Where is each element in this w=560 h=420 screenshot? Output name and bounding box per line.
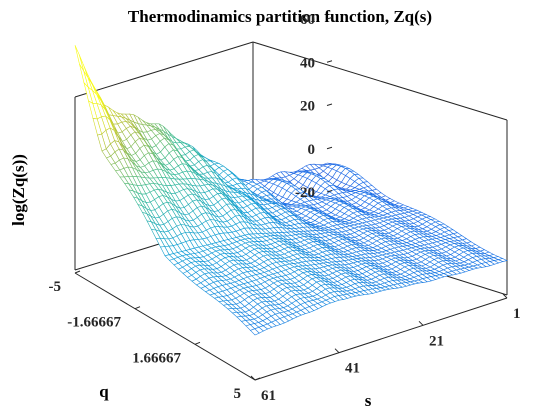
z-axis-label: log(Zq(s)) [9,154,28,226]
q-tick-label: -1.66667 [67,315,121,331]
q-tick [74,270,81,274]
s-tick-label: 21 [429,333,444,349]
q-tick-label: 1.66667 [132,350,181,366]
s-tick-label: 1 [513,306,521,322]
s-tick [502,293,508,299]
z-tick-label: 60 [300,12,315,28]
y-axis-label: q [99,382,109,401]
q-tick [134,306,141,310]
z-tick [326,103,333,106]
q-tick [254,377,261,381]
q-axis-line [74,272,256,381]
s-tick [334,348,340,354]
x-axis-label: s [365,391,372,410]
z-tick-label: 20 [300,99,315,115]
z-tick [326,190,333,193]
z-tick-label: 40 [300,55,315,71]
s-tick-label: 61 [261,388,276,404]
z-tick [326,17,333,20]
chart-title: Thermodinamics partition function, Zq(s) [128,7,432,26]
q-tick-label: -5 [49,279,62,295]
q-tick [194,341,201,345]
s-tick [250,375,256,381]
axis-ticks: -20 0 20 40 60 -5 -1.66667 1.66667 5 1 21 41 61 [49,12,521,404]
z-tick-label: 0 [308,142,316,158]
s-axis-line [254,297,508,381]
q-tick-label: 5 [234,386,242,402]
mesh-cell [74,45,84,72]
z-tick-label: -20 [295,185,315,201]
surface-mesh [74,45,508,336]
z-tick [326,60,333,63]
z-tick [326,146,333,150]
s-tick [418,320,424,326]
mesh-cell [249,328,260,336]
s-tick-label: 41 [345,361,360,377]
axis-lines [74,272,508,381]
